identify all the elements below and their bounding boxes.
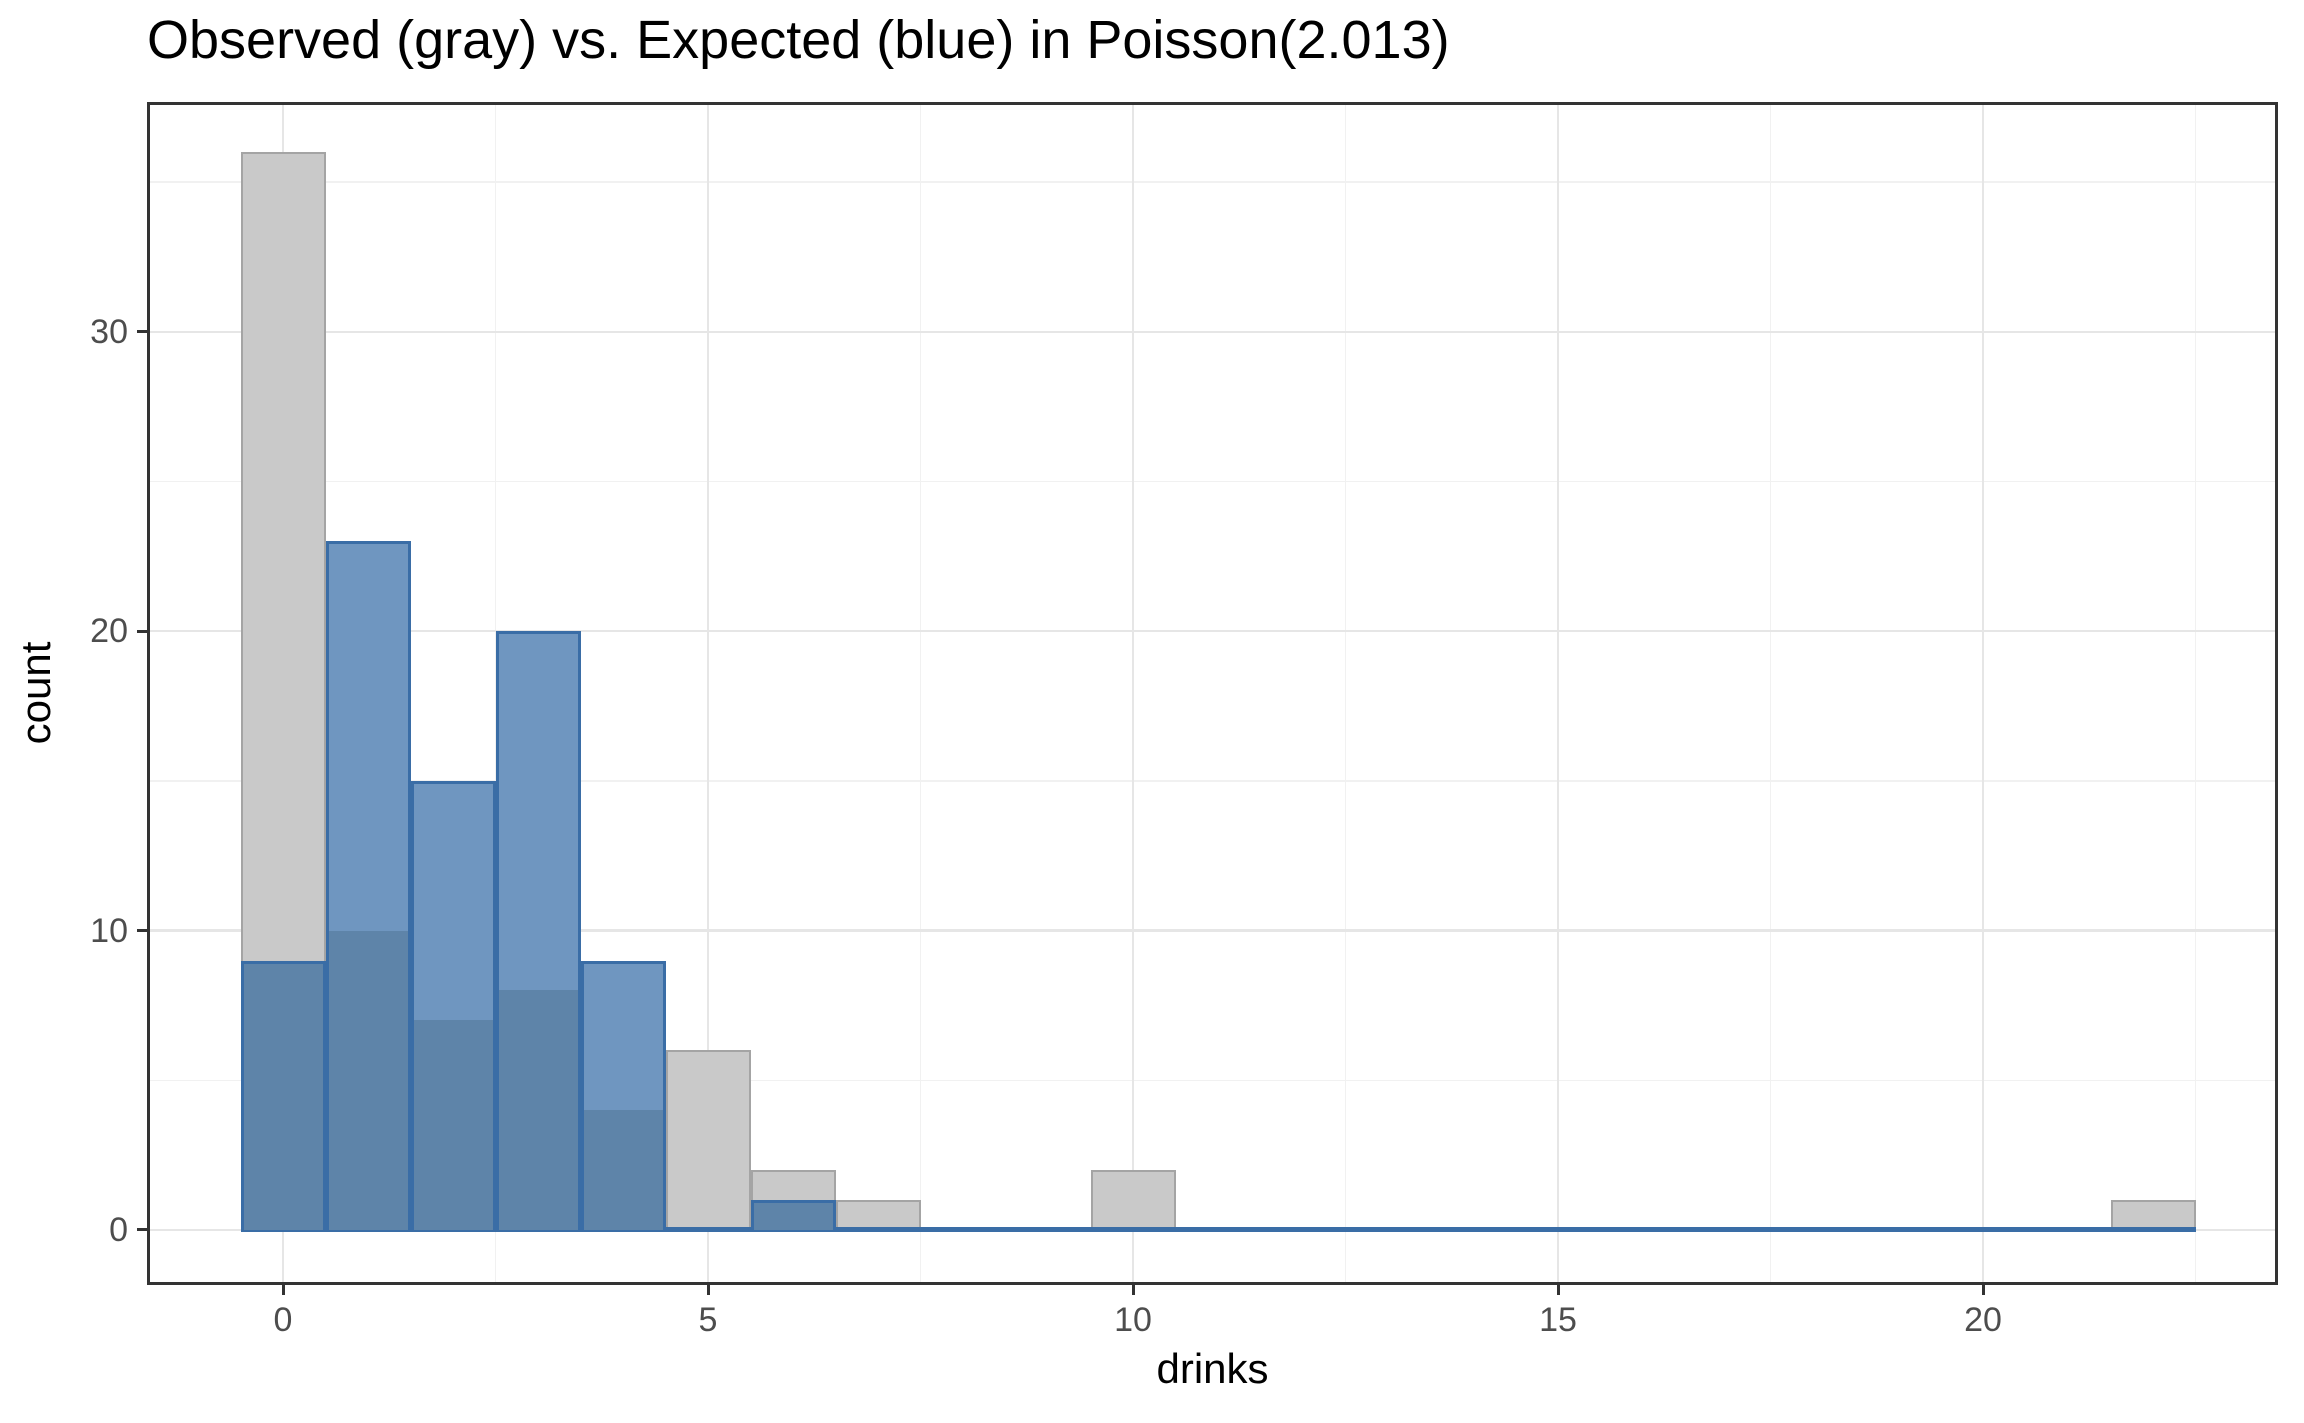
x-tick-label: 15 <box>1539 1301 1577 1339</box>
bar-expected <box>580 960 666 1230</box>
y-axis-title: count <box>12 641 59 745</box>
x-tick-label: 0 <box>273 1301 293 1339</box>
gridline-y-minor <box>147 181 2278 183</box>
bar-observed <box>665 1050 751 1230</box>
x-axis-tick <box>1556 1285 1560 1295</box>
gridline-x-major <box>1981 102 1985 1285</box>
bar-expected <box>495 631 581 1230</box>
gridline-y-major <box>147 330 2278 334</box>
gridline-x-major <box>706 102 710 1285</box>
y-tick-label: 30 <box>90 312 128 351</box>
gridline-x-major <box>1556 102 1560 1285</box>
chart-title: Observed (gray) vs. Expected (blue) in P… <box>147 10 1450 70</box>
x-axis-tick <box>706 1285 710 1295</box>
bar-overlap-region <box>243 963 323 1230</box>
expected-zero-line <box>240 1227 2196 1233</box>
y-tick-label: 0 <box>109 1210 128 1249</box>
gridline-y-major <box>147 929 2278 932</box>
gridline-x-major <box>1131 102 1135 1285</box>
gridline-x-minor <box>1344 102 1347 1285</box>
bar-observed <box>2110 1199 2196 1230</box>
gridline-y-minor <box>147 1079 2278 1081</box>
y-axis-tick <box>137 1228 147 1232</box>
y-axis-tick <box>137 629 147 633</box>
x-tick-label: 10 <box>1114 1301 1152 1339</box>
gridline-x-minor <box>1769 102 1772 1285</box>
bar-overlap-region <box>583 1110 663 1230</box>
x-axis-tick <box>281 1285 285 1295</box>
bar-overlap-region <box>498 990 578 1230</box>
x-tick-label: 20 <box>1964 1301 2002 1339</box>
bar-expected <box>240 960 326 1230</box>
bar-expected <box>410 780 496 1230</box>
y-axis-tick <box>137 929 147 933</box>
bar-observed <box>835 1199 921 1230</box>
y-tick-label: 10 <box>90 911 128 950</box>
gridline-x-minor <box>919 102 922 1285</box>
gridline-y-minor <box>147 480 2278 483</box>
x-axis-title: drinks <box>1156 1345 1269 1392</box>
bar-overlap-region <box>328 930 408 1230</box>
gridline-y-major <box>147 629 2278 633</box>
bar-overlap-region <box>753 1202 833 1230</box>
plot-panel <box>147 102 2278 1285</box>
bar-overlap-region <box>413 1020 493 1230</box>
y-tick-label: 20 <box>90 612 128 651</box>
bar-expected <box>325 541 411 1230</box>
bar-expected <box>750 1199 836 1230</box>
gridline-y-minor <box>147 780 2278 782</box>
gridline-x-minor <box>2194 102 2197 1285</box>
bar-observed <box>1090 1170 1176 1230</box>
y-axis-tick <box>137 330 147 334</box>
x-axis-tick <box>1131 1285 1135 1295</box>
x-tick-label: 5 <box>698 1301 718 1339</box>
x-axis-tick <box>1981 1285 1985 1295</box>
